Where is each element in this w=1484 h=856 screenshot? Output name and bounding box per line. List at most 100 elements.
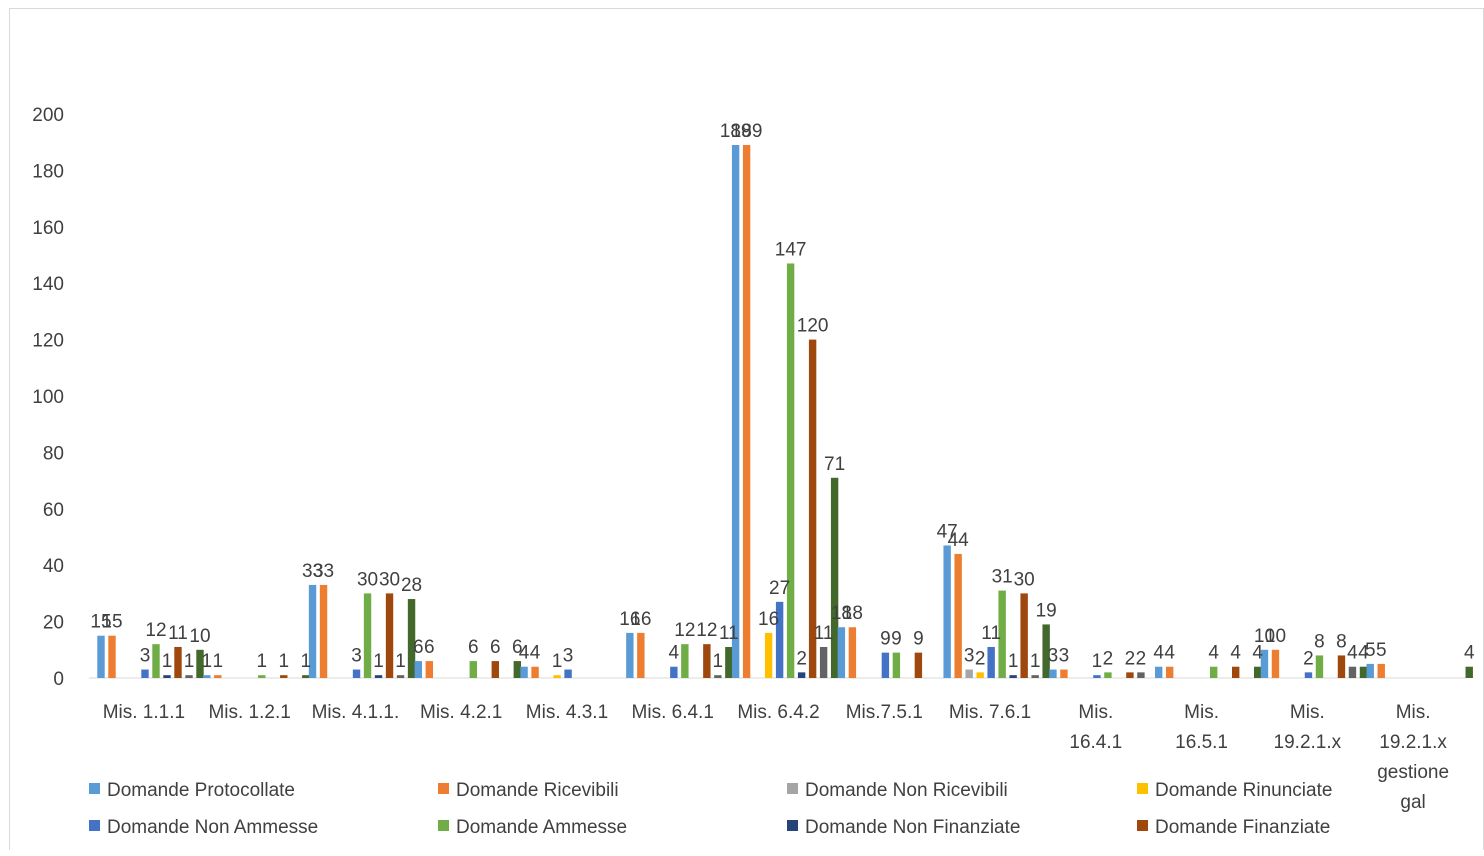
y-tick-label: 0 [53,669,64,690]
bar [1260,649,1269,678]
bar [1348,666,1357,678]
x-tick-label: Mis. 4.3.1 [526,702,608,723]
bar [764,632,773,678]
y-axis: 0 20 40 60 80 100 120 140 160 180 200 [32,105,64,690]
bar [520,666,528,678]
x-tick-label: Mis. 16.5.1 [1175,702,1228,753]
data-label: 1 [184,651,195,672]
bar [775,601,784,678]
bar [808,339,817,678]
x-tick-label: Mis. 4.2.1 [420,702,502,723]
data-label: 4 [530,643,541,664]
legend-swatch [1137,820,1148,831]
data-label: 47 [937,521,958,542]
bar [819,646,828,678]
data-label: 19 [1036,600,1057,621]
data-label: 4 [1347,643,1358,664]
legend-swatch [89,783,100,794]
legend-swatch [438,783,449,794]
y-tick-label: 120 [32,331,64,352]
y-tick-label: 200 [32,105,64,126]
bar [1337,655,1346,678]
bar [1154,666,1163,678]
data-label: 71 [824,454,845,475]
bar [363,593,372,678]
bar [97,635,105,678]
data-label: 2 [1136,648,1147,669]
bar [943,545,951,678]
bar [1377,663,1385,678]
data-label: 10 [189,626,210,647]
bar [965,669,973,678]
bar [1209,666,1218,678]
bar [914,652,923,678]
data-label: 4 [519,643,530,664]
legend-swatch [1137,783,1148,794]
data-label: 2 [975,648,986,669]
data-label: 12 [145,620,166,641]
legend-swatch [438,820,449,831]
x-tick-label: Mis. 6.4.1 [632,702,714,723]
bar [141,669,149,678]
bar [564,669,572,678]
bar [1315,655,1324,678]
bar [681,644,689,678]
data-label: 8 [1336,631,1347,652]
data-label: 1 [212,651,223,672]
bar [987,646,995,678]
bar [553,675,561,678]
x-tick-label: Mis. 19.2.1.x gestione gal [1377,702,1449,813]
bar [258,675,266,678]
legend-swatch [787,820,798,831]
bar [1165,666,1174,678]
data-label: 5 [1376,640,1387,661]
bar [319,584,328,678]
bars [97,145,1473,678]
chart-frame: 0 20 40 60 80 100 120 140 160 180 200 Mis. 1.1.1 Mi… [9,8,1484,850]
data-label: 11 [168,623,188,644]
bar [174,646,182,678]
data-label: 4 [1252,643,1263,664]
data-label: 6 [424,637,435,658]
x-tick-label: Mis. 7.6.1 [949,702,1031,723]
bar [1304,672,1313,678]
bar [731,145,740,678]
legend-label: Domande Rinunciate [1155,780,1332,801]
data-label: 4 [1230,643,1241,664]
data-label: 5 [1365,640,1376,661]
bar [998,590,1006,678]
data-label: 1 [278,651,289,672]
data-label: 30 [1014,569,1035,590]
data-label: 1 [373,651,384,672]
data-label: 4 [1153,643,1164,664]
data-label: 18 [842,603,863,624]
legend-label: Domande Non Finanziate [805,817,1020,838]
bar [954,553,962,678]
data-label: 1 [552,651,563,672]
bar [1231,666,1240,678]
data-label: 4 [1358,643,1369,664]
bar [714,675,722,678]
legend-swatch [89,820,100,831]
bar [786,263,795,678]
bar [302,675,310,678]
x-tick-label: Mis.7.5.1 [846,702,923,723]
bar [1060,669,1068,678]
bar [626,632,634,678]
data-label: 3 [1048,646,1059,667]
data-label: 1 [1008,651,1019,672]
bar [830,477,839,678]
bar [1009,675,1017,678]
bar [1271,649,1280,678]
bar [196,649,204,678]
data-label: 15 [101,612,122,633]
data-label: 31 [992,567,1013,588]
x-axis: Mis. 1.1.1 Mis. 1.2.1 Mis. 4.1.1. Mis. 4.2.… [89,677,1466,813]
y-tick-label: 160 [32,218,64,239]
data-label: 3 [563,646,574,667]
data-label: 6 [512,637,523,658]
data-label: 6 [413,637,424,658]
bar [976,672,984,678]
data-label: 30 [379,569,400,590]
